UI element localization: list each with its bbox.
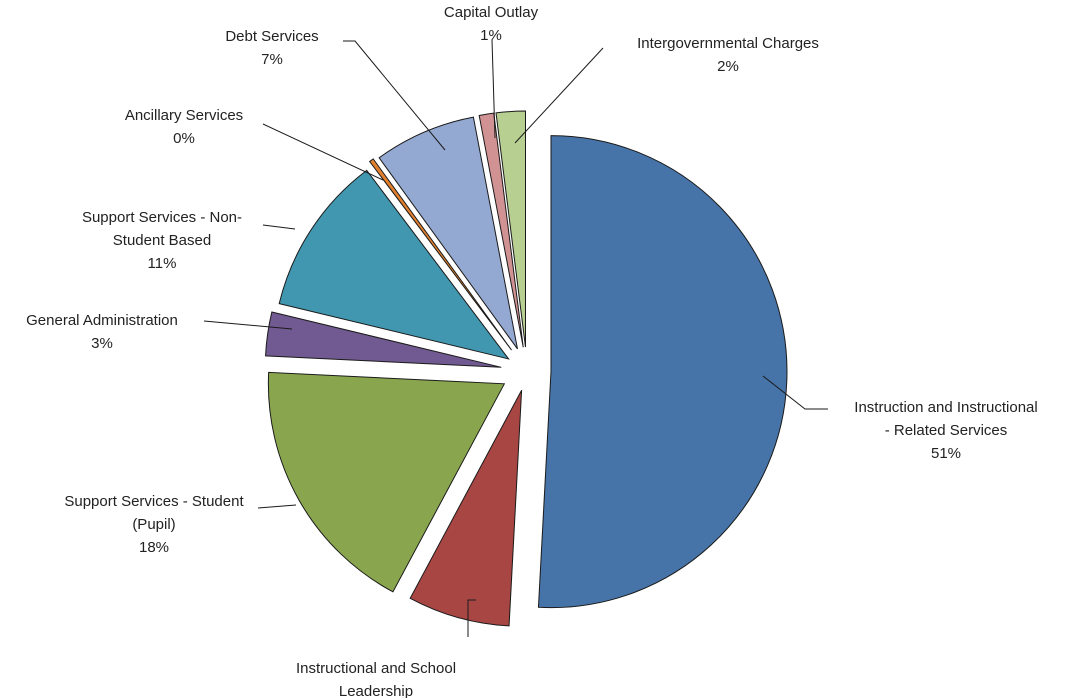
slice-name-5-0: Ancillary Services <box>125 107 243 124</box>
slice-percent-5: 0% <box>173 130 195 147</box>
slice-percent-3: 3% <box>91 335 113 352</box>
leader-line-1 <box>467 599 476 637</box>
pie-slice-2 <box>267 371 506 593</box>
slice-name-1-1: Leadership <box>339 683 413 698</box>
slice-label-0: Instruction and Instructional - Related S… <box>854 399 1037 462</box>
slice-name-7-0: Capital Outlay <box>444 4 539 21</box>
slice-name-4-1: Student Based <box>113 232 211 249</box>
slice-label-3: General Administration 3% <box>26 312 178 352</box>
pie-slice-1 <box>409 390 523 627</box>
leader-line-4 <box>262 224 296 230</box>
pie-slice-6 <box>378 116 518 350</box>
pie-slice-5 <box>368 158 512 351</box>
slice-label-7: Capital Outlay 1% <box>444 4 539 44</box>
slice-percent-6: 7% <box>261 51 283 68</box>
slice-percent-4: 11% <box>148 255 177 272</box>
leader-line-0 <box>762 375 828 410</box>
slice-name-4-0: Support Services - Non- <box>82 209 242 226</box>
slice-label-6: Debt Services 7% <box>225 28 318 68</box>
slice-name-2-0: Support Services - Student <box>64 493 244 510</box>
leader-line-7 <box>491 39 496 139</box>
slice-name-3-0: General Administration <box>26 312 178 329</box>
pie-slice-4 <box>278 169 510 360</box>
slice-percent-2: 18% <box>139 539 169 556</box>
slice-name-0-1: - Related Services <box>885 422 1008 439</box>
slice-name-8-0: Intergovernmental Charges <box>637 35 819 52</box>
pie-slice-8 <box>495 110 526 348</box>
leader-line-2 <box>257 504 297 509</box>
slice-name-2-1: (Pupil) <box>132 516 175 533</box>
slice-name-6-0: Debt Services <box>225 28 318 45</box>
slice-label-4: Support Services - Non- Student Based 11% <box>82 209 242 272</box>
leader-line-5 <box>262 123 384 181</box>
slice-percent-0: 51% <box>931 445 961 462</box>
leader-line-3 <box>203 320 293 330</box>
slice-percent-7: 1% <box>480 27 502 44</box>
leader-line-8 <box>514 47 604 144</box>
leader-line-6 <box>343 40 446 151</box>
slice-label-5: Ancillary Services 0% <box>125 107 243 147</box>
slice-name-1-0: Instructional and School <box>296 660 456 677</box>
slice-label-1: Instructional and SchoolLeadership7% <box>296 660 456 698</box>
slice-label-8: Intergovernmental Charges 2% <box>637 35 819 75</box>
pie-slice-3 <box>265 311 502 368</box>
slice-name-0-0: Instruction and Instructional <box>854 399 1037 416</box>
slice-percent-8: 2% <box>717 58 739 75</box>
slice-label-2: Support Services - Student (Pupil) 18% <box>64 493 244 556</box>
pie-slice-0 <box>537 135 788 609</box>
